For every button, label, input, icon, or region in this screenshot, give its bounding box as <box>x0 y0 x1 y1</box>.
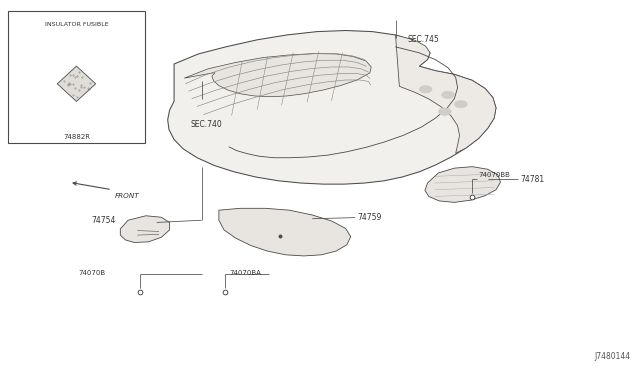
Polygon shape <box>396 35 496 153</box>
Text: 74781: 74781 <box>520 175 545 184</box>
Polygon shape <box>168 31 496 184</box>
Text: SEC.745: SEC.745 <box>408 35 440 44</box>
Circle shape <box>419 86 432 93</box>
Text: FRONT: FRONT <box>115 193 140 199</box>
Polygon shape <box>425 167 500 202</box>
Text: 74070BA: 74070BA <box>229 270 261 276</box>
Text: 74070B: 74070B <box>78 270 105 276</box>
Text: J7480144: J7480144 <box>595 352 630 361</box>
Text: 74759: 74759 <box>357 213 381 222</box>
Text: SEC.740: SEC.740 <box>190 120 222 129</box>
Text: INSULATOR FUSIBLE: INSULATOR FUSIBLE <box>45 22 108 26</box>
Polygon shape <box>184 54 371 97</box>
Text: 74882R: 74882R <box>63 134 90 140</box>
Text: 74754: 74754 <box>91 216 115 225</box>
Circle shape <box>442 91 454 99</box>
Polygon shape <box>58 66 96 102</box>
Bar <box>8 11 145 143</box>
Polygon shape <box>219 208 351 256</box>
Text: 74070BB: 74070BB <box>479 172 511 178</box>
Circle shape <box>454 100 467 108</box>
Circle shape <box>438 108 451 115</box>
Polygon shape <box>120 216 170 243</box>
